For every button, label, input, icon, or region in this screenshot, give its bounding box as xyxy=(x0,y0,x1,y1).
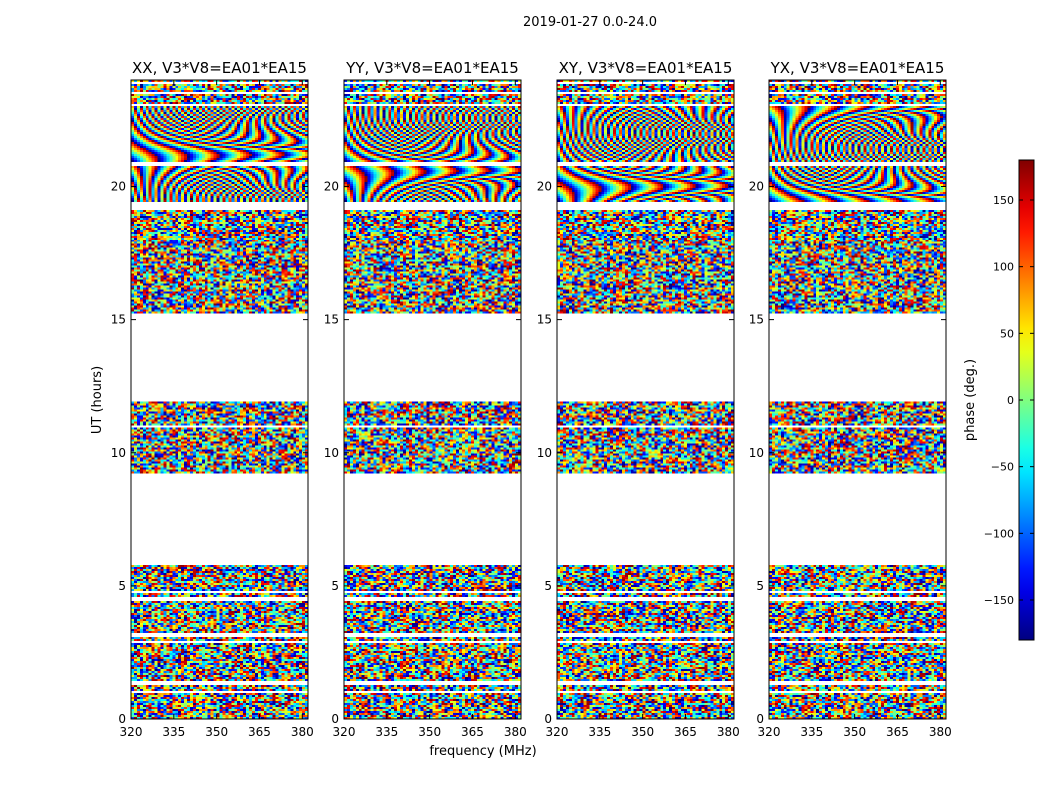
y-tick-label: 10 xyxy=(537,446,552,460)
y-tick-label: 20 xyxy=(111,180,126,194)
x-tick-label: 365 xyxy=(886,725,909,739)
figure-title: 2019-01-27 0.0-24.0 xyxy=(523,15,657,30)
panel-title: YX, V3*V8=EA01*EA15 xyxy=(770,59,945,77)
y-tick-label: 0 xyxy=(756,712,764,726)
colorbar-label: phase (deg.) xyxy=(963,359,978,441)
panels-group: XX, V3*V8=EA01*EA15 320 335 350 365 380 0 5 10 15… xyxy=(111,59,952,739)
y-axis-label: UT (hours) xyxy=(90,366,105,434)
panel-heatmap xyxy=(131,80,308,719)
panel-title: XX, V3*V8=EA01*EA15 xyxy=(132,59,307,77)
panel-frame xyxy=(343,79,522,720)
y-tick-label: 20 xyxy=(749,180,764,194)
colorbar: 150 100 50 0 −50 −100 −150 xyxy=(984,159,1035,641)
colorbar-tick-label: −100 xyxy=(984,527,1014,540)
x-tick-label: 335 xyxy=(375,725,398,739)
y-tick-label: 15 xyxy=(324,313,339,327)
panel-title: YY, V3*V8=EA01*EA15 xyxy=(345,59,519,77)
colorbar-tick-label: −50 xyxy=(991,461,1014,474)
x-tick-label: 350 xyxy=(205,725,228,739)
y-tick-label: 10 xyxy=(324,446,339,460)
panel-frame xyxy=(768,79,947,720)
panel-heatmap xyxy=(344,80,521,719)
y-tick-label: 5 xyxy=(331,579,339,593)
x-axis-label: frequency (MHz) xyxy=(429,744,536,759)
y-tick-label: 10 xyxy=(749,446,764,460)
y-tick-label: 0 xyxy=(118,712,126,726)
colorbar-tick-label: −150 xyxy=(984,594,1014,607)
colorbar-tick-label: 100 xyxy=(993,261,1014,274)
panel-3: XY, V3*V8=EA01*EA15 320 335 350 365 380 0 5 10 15… xyxy=(537,59,740,739)
x-tick-label: 320 xyxy=(120,725,143,739)
x-tick-label: 365 xyxy=(461,725,484,739)
panel-heatmap xyxy=(769,80,946,719)
x-tick-label: 335 xyxy=(588,725,611,739)
panel-title: XY, V3*V8=EA01*EA15 xyxy=(559,59,733,77)
x-tick-label: 380 xyxy=(929,725,952,739)
y-tick-label: 5 xyxy=(756,579,764,593)
x-tick-label: 380 xyxy=(504,725,527,739)
y-tick-label: 20 xyxy=(537,180,552,194)
x-tick-label: 335 xyxy=(162,725,185,739)
panel-1: XX, V3*V8=EA01*EA15 320 335 350 365 380 0 5 10 15… xyxy=(111,59,314,739)
panel-heatmap xyxy=(557,80,734,719)
colorbar-tick-label: 50 xyxy=(1000,327,1014,340)
y-tick-label: 0 xyxy=(544,712,552,726)
panel-4: YX, V3*V8=EA01*EA15 320 335 350 365 380 0 5 10 15… xyxy=(749,59,952,739)
x-tick-label: 320 xyxy=(333,725,356,739)
x-tick-label: 335 xyxy=(800,725,823,739)
x-tick-label: 320 xyxy=(546,725,569,739)
x-tick-label: 350 xyxy=(843,725,866,739)
panel-frame xyxy=(556,79,735,720)
colorbar-tick-label: 150 xyxy=(993,194,1014,207)
y-tick-label: 0 xyxy=(331,712,339,726)
y-tick-label: 5 xyxy=(118,579,126,593)
panel-2: YY, V3*V8=EA01*EA15 320 335 350 365 380 0 5 10 15… xyxy=(324,59,527,739)
y-tick-label: 15 xyxy=(749,313,764,327)
colorbar-tick-label: 0 xyxy=(1007,394,1014,407)
panel-frame xyxy=(130,79,309,720)
x-tick-label: 365 xyxy=(248,725,271,739)
x-tick-label: 350 xyxy=(418,725,441,739)
x-tick-label: 365 xyxy=(674,725,697,739)
x-tick-label: 320 xyxy=(758,725,781,739)
x-tick-label: 380 xyxy=(291,725,314,739)
y-tick-label: 15 xyxy=(111,313,126,327)
x-tick-label: 380 xyxy=(717,725,740,739)
y-tick-label: 20 xyxy=(324,180,339,194)
x-tick-label: 350 xyxy=(631,725,654,739)
y-tick-label: 15 xyxy=(537,313,552,327)
y-tick-label: 10 xyxy=(111,446,126,460)
y-tick-label: 5 xyxy=(544,579,552,593)
